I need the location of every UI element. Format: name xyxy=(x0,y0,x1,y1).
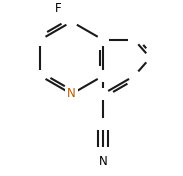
Text: N: N xyxy=(99,155,107,168)
Text: F: F xyxy=(55,2,61,15)
Text: N: N xyxy=(67,87,76,100)
